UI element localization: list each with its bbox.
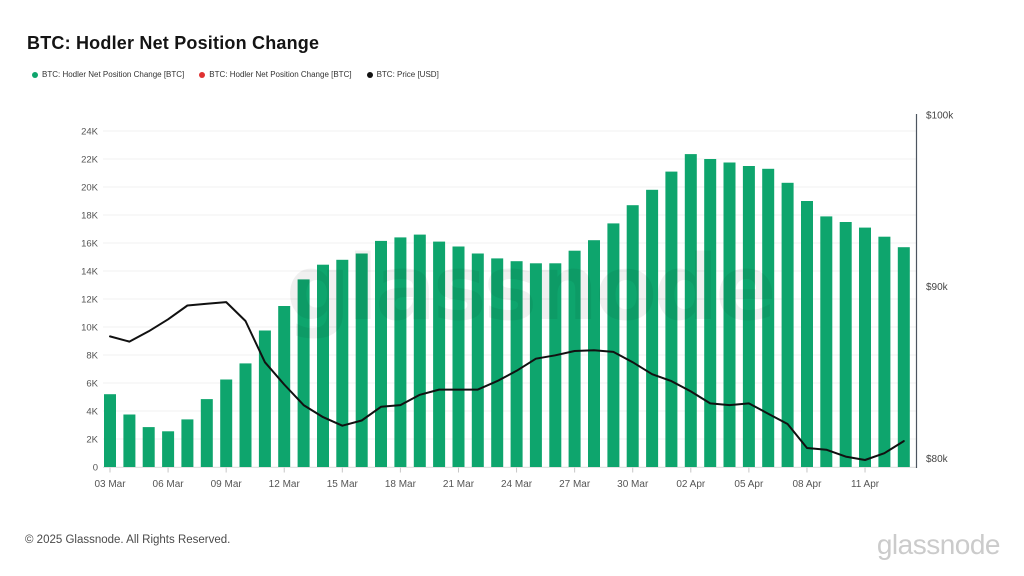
bar [529, 263, 542, 467]
x-axis-label: 18 Mar [385, 479, 417, 490]
bar [297, 279, 310, 467]
left-axis-label: 16K [81, 239, 99, 250]
x-axis-label: 09 Mar [211, 479, 243, 490]
bar [510, 261, 523, 467]
gridlines [103, 130, 917, 468]
bar [413, 234, 426, 467]
bar [723, 162, 736, 467]
bar [355, 253, 368, 467]
bar [704, 159, 717, 467]
x-axis-label: 15 Mar [327, 479, 359, 490]
left-axis: 0 2K 4K 6K 8K 10K 12K 14K 16K 18K 20K 22K 24K [81, 127, 99, 474]
bar [162, 431, 175, 467]
copyright-text: © 2025 Glassnode. All Rights Reserved. [25, 534, 231, 546]
left-axis-label: 2K [86, 435, 98, 446]
price-line-series [109, 301, 905, 461]
bar [317, 264, 329, 467]
x-axis: 03 Mar 06 Mar 09 Mar 12 Mar 15 Mar 18 Mar 21 M… [94, 467, 917, 490]
x-axis-label: 08 Apr [792, 479, 822, 490]
bar [781, 182, 794, 468]
bar [491, 258, 504, 467]
legend-dot-icon [32, 71, 38, 78]
legend-item-2[interactable]: BTC: Price [USD] [366, 70, 439, 79]
left-axis-label: 10K [81, 323, 99, 334]
legend-item-1[interactable]: BTC: Hodler Net Position Change [BTC] [199, 70, 352, 79]
bar [471, 253, 484, 467]
chart-legend: BTC: Hodler Net Position Change [BTC] BTC… [32, 70, 439, 79]
bar [878, 236, 891, 467]
left-axis-label: 12K [81, 295, 99, 306]
legend-label: BTC: Hodler Net Position Change [BTC] [209, 70, 352, 79]
x-axis-label: 21 Mar [443, 479, 475, 490]
bar [278, 306, 291, 467]
legend-dot-icon [199, 71, 206, 78]
x-axis-label: 27 Mar [559, 479, 591, 490]
legend-item-0[interactable]: BTC: Hodler Net Position Change [BTC] [32, 70, 184, 79]
glassnode-logo: glassnode [876, 529, 1001, 560]
bar [897, 247, 910, 467]
x-axis-label: 06 Mar [153, 479, 185, 490]
x-axis-label: 12 Mar [269, 479, 301, 490]
bar [452, 246, 465, 467]
left-axis-label: 4K [86, 407, 98, 418]
bar [626, 205, 639, 467]
bar [588, 240, 600, 467]
bar [839, 222, 852, 467]
left-axis-label: 14K [81, 267, 99, 278]
x-axis-label: 11 Apr [851, 479, 880, 490]
hodler-net-position-bars [104, 154, 910, 468]
bar [433, 241, 446, 467]
price-line [109, 301, 905, 461]
bar [549, 263, 562, 467]
bar [142, 427, 155, 467]
right-axis-label: $80k [926, 454, 949, 465]
bar [646, 189, 659, 468]
bar [762, 168, 775, 468]
bar [607, 223, 620, 467]
left-axis-label: 20K [81, 183, 99, 194]
legend-label: BTC: Price [USD] [376, 70, 439, 79]
bar [568, 250, 581, 467]
bar [665, 171, 678, 467]
x-axis-label: 02 Apr [676, 479, 706, 490]
x-axis-label: 05 Apr [734, 479, 764, 490]
bar [820, 216, 833, 467]
left-axis-label: 24K [81, 127, 99, 138]
right-axis-label: $90k [926, 282, 949, 293]
bar [375, 240, 387, 467]
bar [684, 154, 697, 467]
left-axis-label: 8K [86, 351, 98, 362]
bar [336, 259, 349, 467]
legend-dot-icon [366, 71, 373, 78]
legend-label: BTC: Hodler Net Position Change [BTC] [42, 70, 185, 79]
bar [200, 399, 213, 467]
left-axis-label: 6K [86, 379, 98, 390]
bar [220, 379, 233, 467]
bar [394, 237, 407, 467]
bar [181, 419, 194, 467]
bar [742, 166, 755, 467]
bar [801, 201, 813, 467]
x-axis-label: 30 Mar [617, 479, 649, 490]
x-axis-label: 24 Mar [501, 479, 533, 490]
bar [859, 227, 871, 467]
x-axis-label: 03 Mar [94, 479, 126, 490]
right-axis-label: $100k [926, 111, 954, 122]
left-axis-label: 0 [93, 463, 98, 474]
bar [239, 363, 252, 467]
left-axis-label: 18K [81, 211, 99, 222]
right-axis: $80k $90k $100k [915, 111, 954, 468]
page-title: BTC: Hodler Net Position Change [27, 33, 320, 54]
left-axis-label: 22K [81, 155, 99, 166]
bar [123, 414, 136, 467]
bar [104, 394, 116, 467]
